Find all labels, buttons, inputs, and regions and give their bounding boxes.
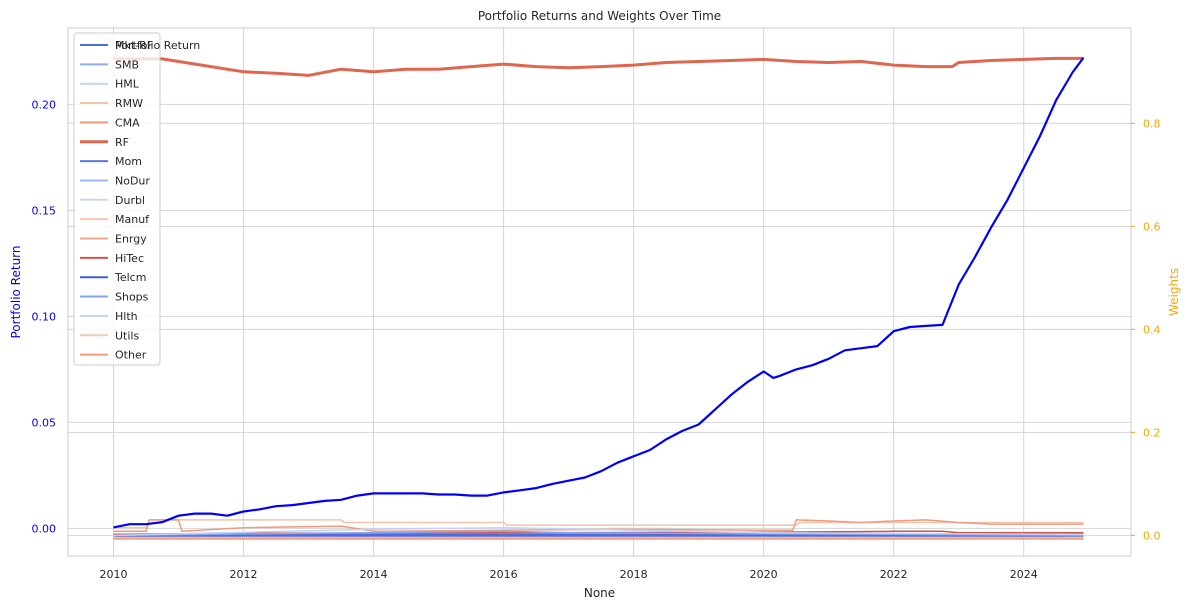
y-tick-label-left: 0.15 [32,204,57,217]
x-tick-label: 2014 [360,568,388,581]
y-tick-label-right: 0.8 [1143,117,1161,130]
series-line-hlth [113,526,1084,537]
legend-label-mom: Mom [115,155,142,168]
plot-frame [67,27,1132,557]
legend-box [73,32,161,366]
legend-label-enrgy: Enrgy [115,233,147,246]
series-line-shops [113,530,1084,537]
legend-label-portfolio-return: Portfolio Return [115,39,200,52]
y-tick-label-right: 0.6 [1143,220,1161,233]
y-tick-label-right: 0.2 [1143,426,1161,439]
legend-label-mkt-rf: Mkt-RF [115,39,153,52]
y-axis-label-right: Weights [1167,268,1181,316]
series-layer [113,56,1085,540]
legend-label-manuf: Manuf [115,213,150,226]
legend-label-hlth: Hlth [115,310,138,323]
legend-label-durbl: Durbl [115,194,145,207]
x-tick-label: 2020 [750,568,778,581]
y-tick-label-left: 0.20 [32,98,57,111]
legend-label-smb: SMB [115,58,139,71]
series-line-cma [113,519,1084,533]
y-tick-label-left: 0.00 [32,522,57,535]
x-tick-label: 2016 [490,568,518,581]
ticks: 2010 2012 2014 2016 2018 2020 2022 2024 0.00 0.05… [32,98,1161,581]
legend-label-nodur: NoDur [115,174,150,187]
legend-label-rmw: RMW [115,97,143,110]
x-tick-label: 2010 [100,568,128,581]
x-tick-label: 2012 [230,568,258,581]
legend-label-hml: HML [115,78,140,91]
y-tick-label-left: 0.10 [32,310,57,323]
legend-label-rf: RF [115,136,129,149]
chart-title: Portfolio Returns and Weights Over Time [478,9,721,23]
y-tick-label-right: 0.0 [1143,529,1161,542]
y-tick-label-right: 0.4 [1143,323,1161,336]
x-axis-label: None [584,586,615,600]
y-tick-label-left: 0.05 [32,416,57,429]
x-tick-label: 2022 [880,568,908,581]
series-line-portfolio-return [113,57,1085,529]
legend-label-telcm: Telcm [114,271,146,284]
series-line-rf [113,56,1084,77]
y-axis-label-left: Portfolio Return [9,246,23,339]
legend-label-hitec: HiTec [115,252,144,265]
legend-label-utils: Utils [115,329,139,342]
x-tick-label: 2024 [1010,568,1038,581]
x-tick-label: 2018 [620,568,648,581]
legend-label-cma: CMA [115,116,140,129]
legend-label-other: Other [115,349,147,362]
legend-label-shops: Shops [115,291,149,304]
